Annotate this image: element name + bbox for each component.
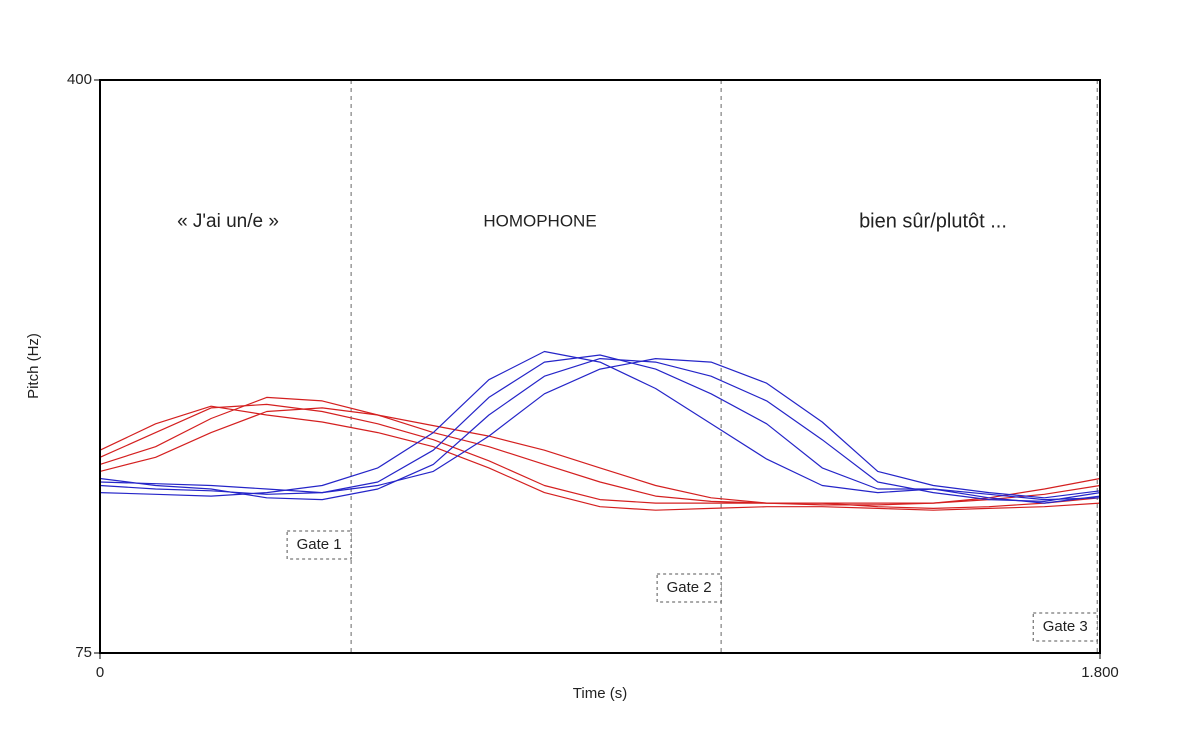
x-axis-label: Time (s) bbox=[573, 685, 627, 702]
gate-label: Gate 2 bbox=[667, 579, 712, 596]
gate-label: Gate 1 bbox=[297, 536, 342, 553]
pitch-contour bbox=[99, 405, 1101, 511]
pitch-contour bbox=[99, 350, 1101, 501]
pitch-contour bbox=[99, 354, 1101, 504]
gate-box bbox=[1032, 612, 1098, 642]
pitch-contour bbox=[99, 358, 1101, 499]
gate-label: Gate 3 bbox=[1043, 618, 1088, 635]
pitch-contour bbox=[99, 407, 1101, 504]
y-tick-label: 75 bbox=[75, 644, 92, 661]
pitch-contour bbox=[99, 403, 1101, 506]
gate-box bbox=[286, 530, 352, 560]
pitch-contour bbox=[99, 396, 1101, 509]
annotation: bien sûr/plutôt ... bbox=[859, 210, 1007, 232]
y-tick-label: 400 bbox=[67, 71, 92, 88]
annotation: HOMOPHONE bbox=[483, 211, 596, 230]
x-tick-label: 1.800 bbox=[1081, 664, 1119, 681]
annotation: « J'ai un/e » bbox=[177, 211, 279, 232]
plot-frame bbox=[99, 79, 1101, 654]
gate-box bbox=[656, 573, 722, 603]
pitch-contour bbox=[99, 358, 1101, 502]
y-axis-label: Pitch (Hz) bbox=[25, 333, 42, 399]
x-tick-label: 0 bbox=[96, 664, 104, 681]
